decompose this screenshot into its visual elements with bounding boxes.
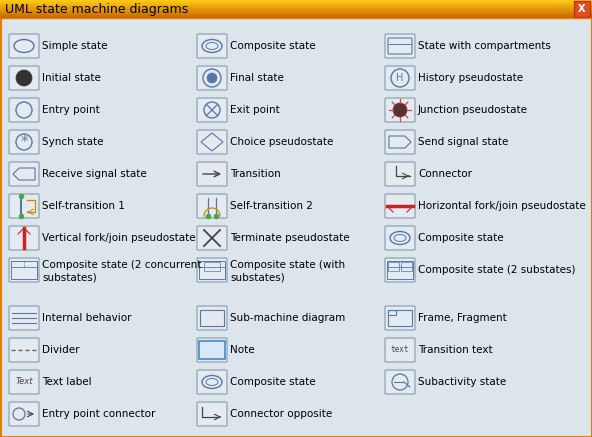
FancyBboxPatch shape <box>197 306 227 330</box>
FancyBboxPatch shape <box>197 194 227 218</box>
Text: Junction pseudostate: Junction pseudostate <box>418 105 528 115</box>
FancyBboxPatch shape <box>197 66 227 90</box>
FancyBboxPatch shape <box>197 34 227 58</box>
FancyBboxPatch shape <box>0 7 592 9</box>
FancyBboxPatch shape <box>0 14 592 15</box>
Text: UML state machine diagrams: UML state machine diagrams <box>5 3 188 16</box>
Text: Entry point connector: Entry point connector <box>42 409 155 419</box>
Text: H: H <box>396 73 404 83</box>
FancyBboxPatch shape <box>385 66 415 90</box>
Text: Entry point: Entry point <box>42 105 99 115</box>
FancyBboxPatch shape <box>9 402 39 426</box>
FancyBboxPatch shape <box>197 130 227 154</box>
Text: Synch state: Synch state <box>42 137 104 147</box>
Circle shape <box>393 103 407 117</box>
FancyBboxPatch shape <box>0 13 592 14</box>
FancyBboxPatch shape <box>385 130 415 154</box>
FancyBboxPatch shape <box>0 16 592 17</box>
Text: Composite state: Composite state <box>230 377 316 387</box>
FancyBboxPatch shape <box>9 258 39 282</box>
FancyBboxPatch shape <box>385 98 415 122</box>
Text: Send signal state: Send signal state <box>418 137 509 147</box>
Text: Receive signal state: Receive signal state <box>42 169 147 179</box>
Text: *: * <box>20 135 28 150</box>
FancyBboxPatch shape <box>574 1 590 17</box>
FancyBboxPatch shape <box>0 11 592 12</box>
Text: Self-transition 2: Self-transition 2 <box>230 201 313 211</box>
FancyBboxPatch shape <box>385 370 415 394</box>
FancyBboxPatch shape <box>9 130 39 154</box>
FancyBboxPatch shape <box>0 3 592 4</box>
FancyBboxPatch shape <box>0 17 592 18</box>
FancyBboxPatch shape <box>9 306 39 330</box>
FancyBboxPatch shape <box>197 402 227 426</box>
FancyBboxPatch shape <box>385 194 415 218</box>
FancyBboxPatch shape <box>385 34 415 58</box>
Text: Internal behavior: Internal behavior <box>42 313 131 323</box>
FancyBboxPatch shape <box>197 98 227 122</box>
FancyBboxPatch shape <box>9 226 39 250</box>
Text: Note: Note <box>230 345 255 355</box>
Text: Subactivity state: Subactivity state <box>418 377 506 387</box>
FancyBboxPatch shape <box>9 194 39 218</box>
Text: Terminate pseudostate: Terminate pseudostate <box>230 233 350 243</box>
Text: Initial state: Initial state <box>42 73 101 83</box>
FancyBboxPatch shape <box>197 258 227 282</box>
Circle shape <box>16 70 32 86</box>
FancyBboxPatch shape <box>0 14 592 16</box>
Text: Composite state (2 concurrent: Composite state (2 concurrent <box>42 260 201 270</box>
FancyBboxPatch shape <box>197 370 227 394</box>
FancyBboxPatch shape <box>9 338 39 362</box>
FancyBboxPatch shape <box>0 12 592 13</box>
FancyBboxPatch shape <box>9 370 39 394</box>
FancyBboxPatch shape <box>199 341 225 359</box>
Text: Frame, Fragment: Frame, Fragment <box>418 313 507 323</box>
Text: Transition text: Transition text <box>418 345 493 355</box>
FancyBboxPatch shape <box>0 1 592 2</box>
Text: X: X <box>578 4 585 14</box>
FancyBboxPatch shape <box>9 66 39 90</box>
Text: Composite state: Composite state <box>230 41 316 51</box>
FancyBboxPatch shape <box>385 306 415 330</box>
Text: Composite state (with: Composite state (with <box>230 260 345 270</box>
Text: Composite state: Composite state <box>418 233 504 243</box>
Text: Divider: Divider <box>42 345 79 355</box>
FancyBboxPatch shape <box>197 338 227 362</box>
Text: Text: Text <box>15 378 33 386</box>
Text: Text label: Text label <box>42 377 92 387</box>
FancyBboxPatch shape <box>0 8 592 10</box>
Text: State with compartments: State with compartments <box>418 41 551 51</box>
FancyBboxPatch shape <box>0 6 592 8</box>
Text: Exit point: Exit point <box>230 105 280 115</box>
FancyBboxPatch shape <box>9 162 39 186</box>
FancyBboxPatch shape <box>197 162 227 186</box>
Text: Connector: Connector <box>418 169 472 179</box>
FancyBboxPatch shape <box>385 258 415 282</box>
FancyBboxPatch shape <box>197 226 227 250</box>
FancyBboxPatch shape <box>0 4 592 6</box>
Text: Final state: Final state <box>230 73 284 83</box>
FancyBboxPatch shape <box>0 0 592 1</box>
Text: Connector opposite: Connector opposite <box>230 409 332 419</box>
Text: Self-transition 1: Self-transition 1 <box>42 201 125 211</box>
Text: Transition: Transition <box>230 169 281 179</box>
FancyBboxPatch shape <box>0 9 592 10</box>
Text: Vertical fork/join pseudostate: Vertical fork/join pseudostate <box>42 233 195 243</box>
Text: Simple state: Simple state <box>42 41 108 51</box>
Text: Horizontal fork/join pseudostate: Horizontal fork/join pseudostate <box>418 201 585 211</box>
Text: Sub-machine diagram: Sub-machine diagram <box>230 313 345 323</box>
FancyBboxPatch shape <box>385 226 415 250</box>
FancyBboxPatch shape <box>385 162 415 186</box>
FancyBboxPatch shape <box>0 3 592 5</box>
FancyBboxPatch shape <box>0 15 592 17</box>
FancyBboxPatch shape <box>9 34 39 58</box>
FancyBboxPatch shape <box>0 2 592 3</box>
Text: substates): substates) <box>230 272 285 282</box>
FancyBboxPatch shape <box>385 338 415 362</box>
FancyBboxPatch shape <box>0 5 592 7</box>
Text: Composite state (2 substates): Composite state (2 substates) <box>418 265 575 275</box>
Circle shape <box>207 73 217 83</box>
FancyBboxPatch shape <box>9 98 39 122</box>
Text: substates): substates) <box>42 272 96 282</box>
